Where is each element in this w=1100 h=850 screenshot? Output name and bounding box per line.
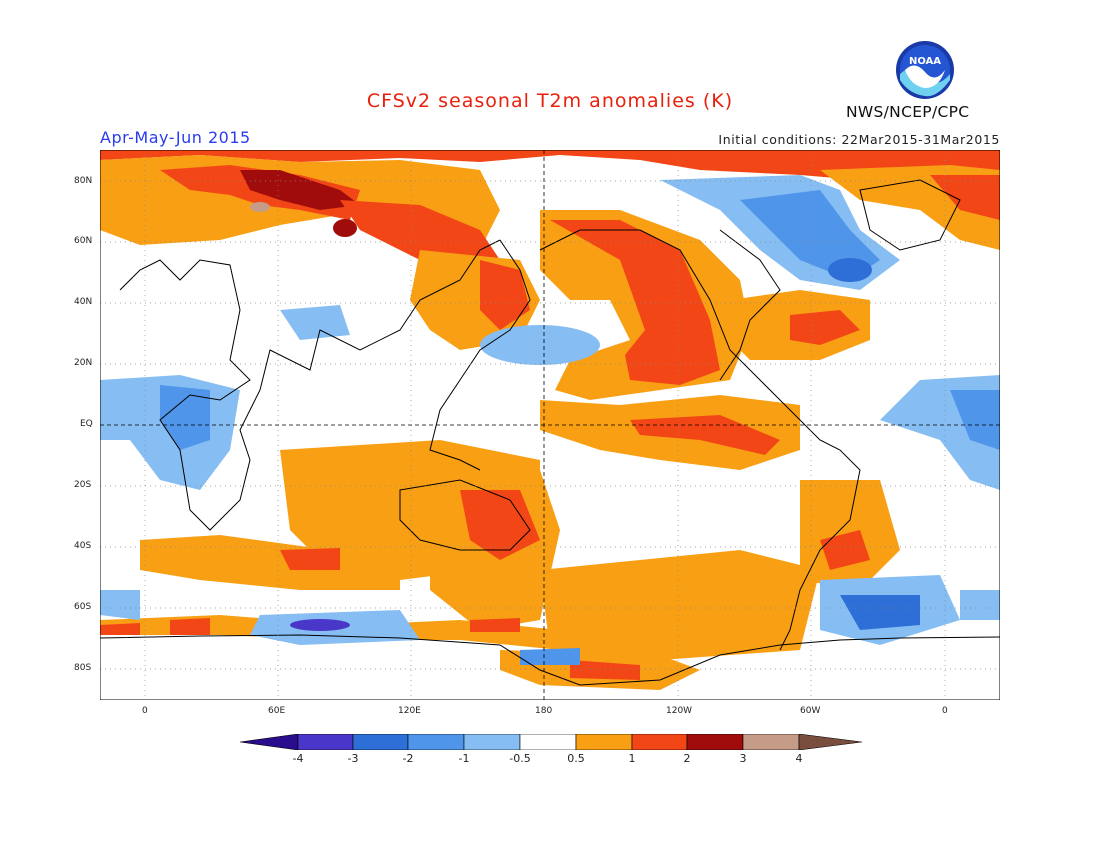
noaa-logo: NOAA bbox=[896, 41, 954, 99]
cool-spot bbox=[828, 258, 872, 282]
colorbar-label: 1 bbox=[628, 752, 636, 765]
lon-label: 180 bbox=[535, 706, 553, 716]
cool-region bbox=[840, 595, 920, 630]
coastline-asia bbox=[429, 239, 531, 471]
season-label: Apr-May-Jun 2015 bbox=[100, 128, 251, 147]
warm-region bbox=[140, 535, 400, 590]
colorbar-swatch bbox=[631, 734, 688, 750]
colorbar-label: 0.5 bbox=[567, 752, 585, 765]
lat-label: 60N bbox=[74, 236, 93, 246]
cool-region bbox=[280, 305, 350, 340]
warm-region bbox=[460, 490, 540, 560]
lat-label: 80S bbox=[74, 663, 92, 673]
colorbar-swatch bbox=[407, 734, 465, 750]
lon-label: 0 bbox=[142, 706, 148, 716]
colorbar-label: -3 bbox=[347, 752, 359, 765]
colorbar-swatch bbox=[575, 734, 633, 750]
colorbar-swatch bbox=[742, 734, 800, 750]
coastline-europe-africa bbox=[119, 239, 501, 531]
lat-label: EQ bbox=[80, 419, 93, 429]
coastline-antarctica bbox=[100, 634, 1000, 686]
lon-label: 60E bbox=[268, 706, 286, 716]
reference-lines bbox=[100, 150, 1000, 700]
warm-region bbox=[550, 220, 720, 385]
colorbar-swatch bbox=[463, 734, 521, 750]
cool-region bbox=[740, 190, 880, 280]
cool-region bbox=[960, 590, 1000, 620]
coastline-greenland bbox=[859, 179, 961, 251]
lon-label: 60W bbox=[800, 706, 821, 716]
warm-region bbox=[480, 260, 530, 330]
very-warm-spot bbox=[250, 202, 270, 212]
colorbar-label: -2 bbox=[402, 752, 414, 765]
colorbar-swatch bbox=[352, 734, 409, 750]
colorbar-label: 2 bbox=[683, 752, 691, 765]
initial-conditions-label: Initial conditions: 22Mar2015-31Mar2015 bbox=[718, 132, 1000, 147]
warm-region bbox=[930, 175, 1000, 220]
lon-label: 0 bbox=[942, 706, 948, 716]
lat-label: 20S bbox=[74, 480, 92, 490]
colorbar-label: -4 bbox=[292, 752, 304, 765]
anomaly-fields bbox=[100, 150, 1000, 690]
colorbar-label: 3 bbox=[739, 752, 747, 765]
lat-label: 40N bbox=[74, 297, 93, 307]
warm-region bbox=[570, 660, 640, 680]
lon-label: 120E bbox=[398, 706, 421, 716]
warm-region bbox=[820, 530, 870, 570]
lat-label: 20N bbox=[74, 358, 93, 368]
anomaly-map bbox=[100, 150, 1000, 700]
agency-label: NWS/NCEP/CPC bbox=[846, 103, 970, 121]
chart-title: CFSv2 seasonal T2m anomalies (K) bbox=[366, 90, 734, 112]
colorbar-label: -0.5 bbox=[509, 752, 531, 765]
lat-label: 40S bbox=[74, 541, 92, 551]
coastline-australia bbox=[399, 479, 531, 551]
coastline-north-america-east bbox=[719, 229, 781, 381]
warm-region bbox=[540, 550, 820, 660]
warm-region bbox=[100, 150, 1000, 185]
colorbar-swatch bbox=[798, 734, 862, 750]
cool-region bbox=[520, 648, 580, 665]
lon-label: 120W bbox=[666, 706, 693, 716]
logo-text: NOAA bbox=[909, 56, 941, 67]
cool-spot bbox=[290, 619, 350, 631]
very-warm-spot bbox=[333, 219, 357, 237]
colorbar bbox=[240, 734, 862, 750]
lat-label: 60S bbox=[74, 602, 92, 612]
warm-region bbox=[100, 618, 520, 635]
colorbar-label: -1 bbox=[458, 752, 470, 765]
colorbar-swatch bbox=[686, 734, 744, 750]
lat-label: 80N bbox=[74, 176, 93, 186]
warm-region bbox=[240, 170, 360, 210]
coastlines bbox=[100, 179, 1000, 686]
colorbar-label: 4 bbox=[795, 752, 803, 765]
coastline-americas bbox=[539, 229, 861, 651]
colorbar-swatch bbox=[519, 734, 577, 750]
warm-region bbox=[280, 548, 340, 570]
colorbar-swatch bbox=[297, 734, 354, 750]
cool-region bbox=[950, 390, 1000, 450]
warm-region bbox=[790, 310, 860, 345]
cool-region bbox=[480, 325, 600, 365]
cool-region bbox=[100, 590, 140, 620]
colorbar-swatch bbox=[240, 734, 299, 750]
cool-region bbox=[160, 385, 210, 450]
